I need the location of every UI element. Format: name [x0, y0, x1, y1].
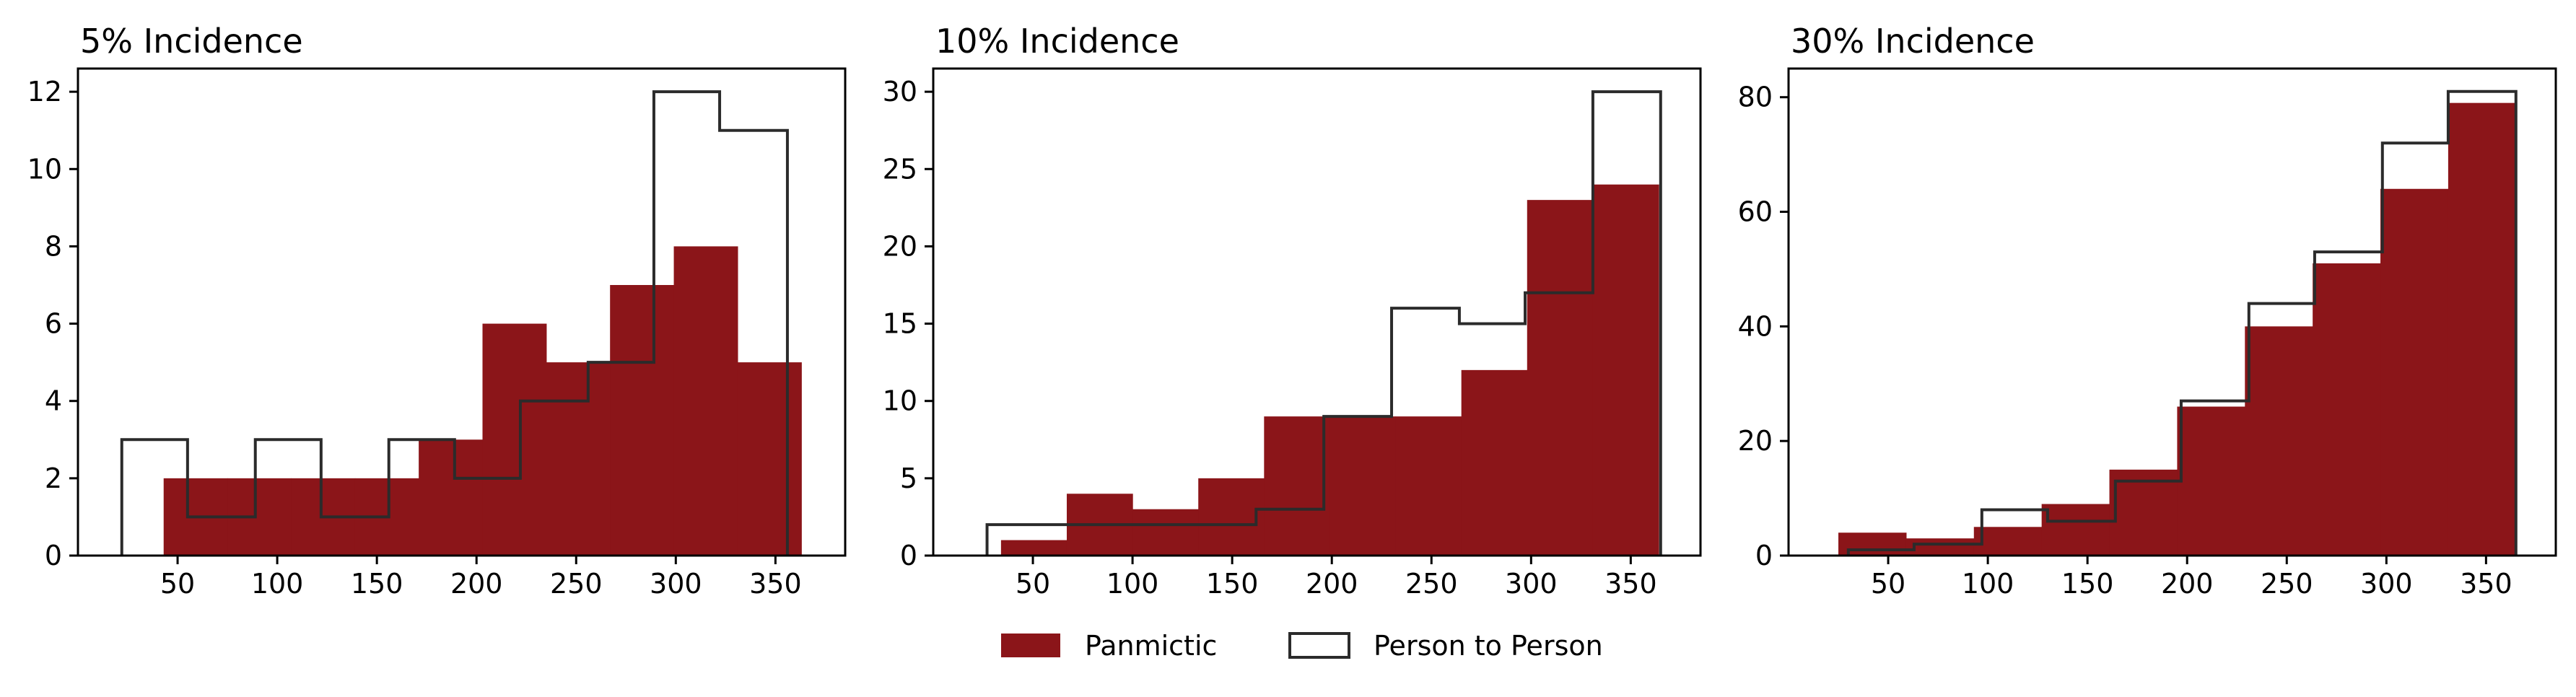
person-to-person-outline [120, 90, 789, 556]
x-tick-label: 350 [749, 568, 802, 600]
y-tick-label: 0 [1755, 540, 1773, 571]
x-tick-label: 150 [351, 568, 403, 600]
x-tick-label: 150 [2061, 568, 2114, 600]
x-tick-label: 250 [550, 568, 603, 600]
y-tick-label: 80 [1738, 82, 1773, 113]
y-tick-label: 8 [45, 230, 62, 262]
legend-swatch-person-to-person [1288, 632, 1350, 659]
y-tick-label: 2 [45, 463, 62, 494]
y-tick-label: 40 [1738, 310, 1773, 342]
panmictic-bar [482, 323, 547, 556]
person-to-person-outline [1846, 89, 2518, 556]
panmictic-bar [1973, 527, 2043, 556]
panmictic-bar [1527, 200, 1594, 556]
x-tick-label: 200 [2161, 568, 2214, 600]
panmictic-bar [1592, 184, 1659, 556]
x-tick-label: 300 [2360, 568, 2413, 600]
panmictic-bar [2041, 504, 2110, 556]
y-tick-label: 5 [900, 463, 917, 494]
panel-2: 10% Incidence 50 100 150 200 250 300 350 0 5 10 15 2… [883, 22, 1702, 600]
axes-frame [932, 67, 1702, 557]
y-tick-label: 6 [45, 308, 62, 340]
y-tick-label: 4 [45, 385, 62, 417]
panmictic-bar [1395, 416, 1462, 556]
panmictic-bar [737, 362, 802, 556]
y-tick-label: 12 [27, 76, 62, 108]
x-tick-label: 250 [1405, 568, 1458, 600]
x-tick-label: 100 [251, 568, 304, 600]
panmictic-bar [419, 439, 484, 556]
y-tick-label: 0 [45, 540, 62, 571]
panmictic-bar [1330, 416, 1397, 556]
y-tick-label: 15 [883, 308, 917, 340]
person-to-person-outline [985, 90, 1662, 556]
panmictic-bar [2380, 188, 2449, 556]
x-tick-label: 300 [650, 568, 702, 600]
panel-title: 10% Incidence [935, 22, 1179, 61]
x-tick-label: 300 [1505, 568, 1558, 600]
x-tick-label: 50 [1871, 568, 1905, 600]
legend-label-panmictic: Panmictic [1085, 630, 1217, 662]
legend: Panmictic Person to Person [1001, 630, 1603, 662]
y-tick-label: 20 [883, 230, 917, 262]
panel-title: 30% Incidence [1791, 22, 2035, 61]
panel-3: 30% Incidence 50 100 150 200 250 300 350 0 20 40 60… [1738, 22, 2557, 600]
y-tick-label: 25 [883, 153, 917, 185]
panmictic-bar [1132, 509, 1199, 556]
x-tick-label: 200 [1306, 568, 1358, 600]
panmictic-bar [2313, 263, 2381, 556]
panmictic-bar [1905, 538, 1975, 556]
panmictic-bar [2177, 406, 2245, 556]
y-tick-label: 0 [900, 540, 917, 571]
x-tick-label: 50 [160, 568, 195, 600]
x-tick-label: 50 [1016, 568, 1050, 600]
panmictic-bar [673, 246, 738, 556]
panmictic-bar [1264, 416, 1331, 556]
panmictic-bar [1461, 369, 1528, 556]
x-tick-label: 100 [1106, 568, 1159, 600]
x-tick-label: 100 [1962, 568, 2014, 600]
x-tick-label: 200 [450, 568, 503, 600]
panmictic-bar [2109, 469, 2178, 556]
panmictic-bar [546, 362, 611, 556]
y-tick-label: 10 [883, 385, 917, 417]
panmictic-bar [1198, 478, 1265, 556]
x-tick-label: 150 [1206, 568, 1259, 600]
axes-frame [1787, 67, 2557, 557]
y-tick-label: 60 [1738, 196, 1773, 228]
panmictic-bar [2245, 326, 2313, 556]
panel-title: 5% Incidence [80, 22, 303, 61]
y-tick-label: 10 [27, 153, 62, 185]
y-tick-label: 30 [883, 76, 917, 108]
x-tick-label: 350 [1604, 568, 1657, 600]
panel-1: 5% Incidence 50 100 150 200 250 300 350 0 2 4 6 8 10 1… [27, 22, 847, 600]
x-tick-label: 350 [2460, 568, 2512, 600]
panmictic-bar [2448, 102, 2517, 556]
panmictic-bar [1000, 540, 1067, 556]
y-tick-label: 20 [1738, 425, 1773, 457]
axes-frame [77, 67, 847, 557]
legend-label-person-to-person: Person to Person [1374, 630, 1603, 662]
panmictic-bar [610, 285, 675, 556]
x-tick-label: 250 [2261, 568, 2313, 600]
legend-swatch-panmictic [1001, 634, 1060, 657]
